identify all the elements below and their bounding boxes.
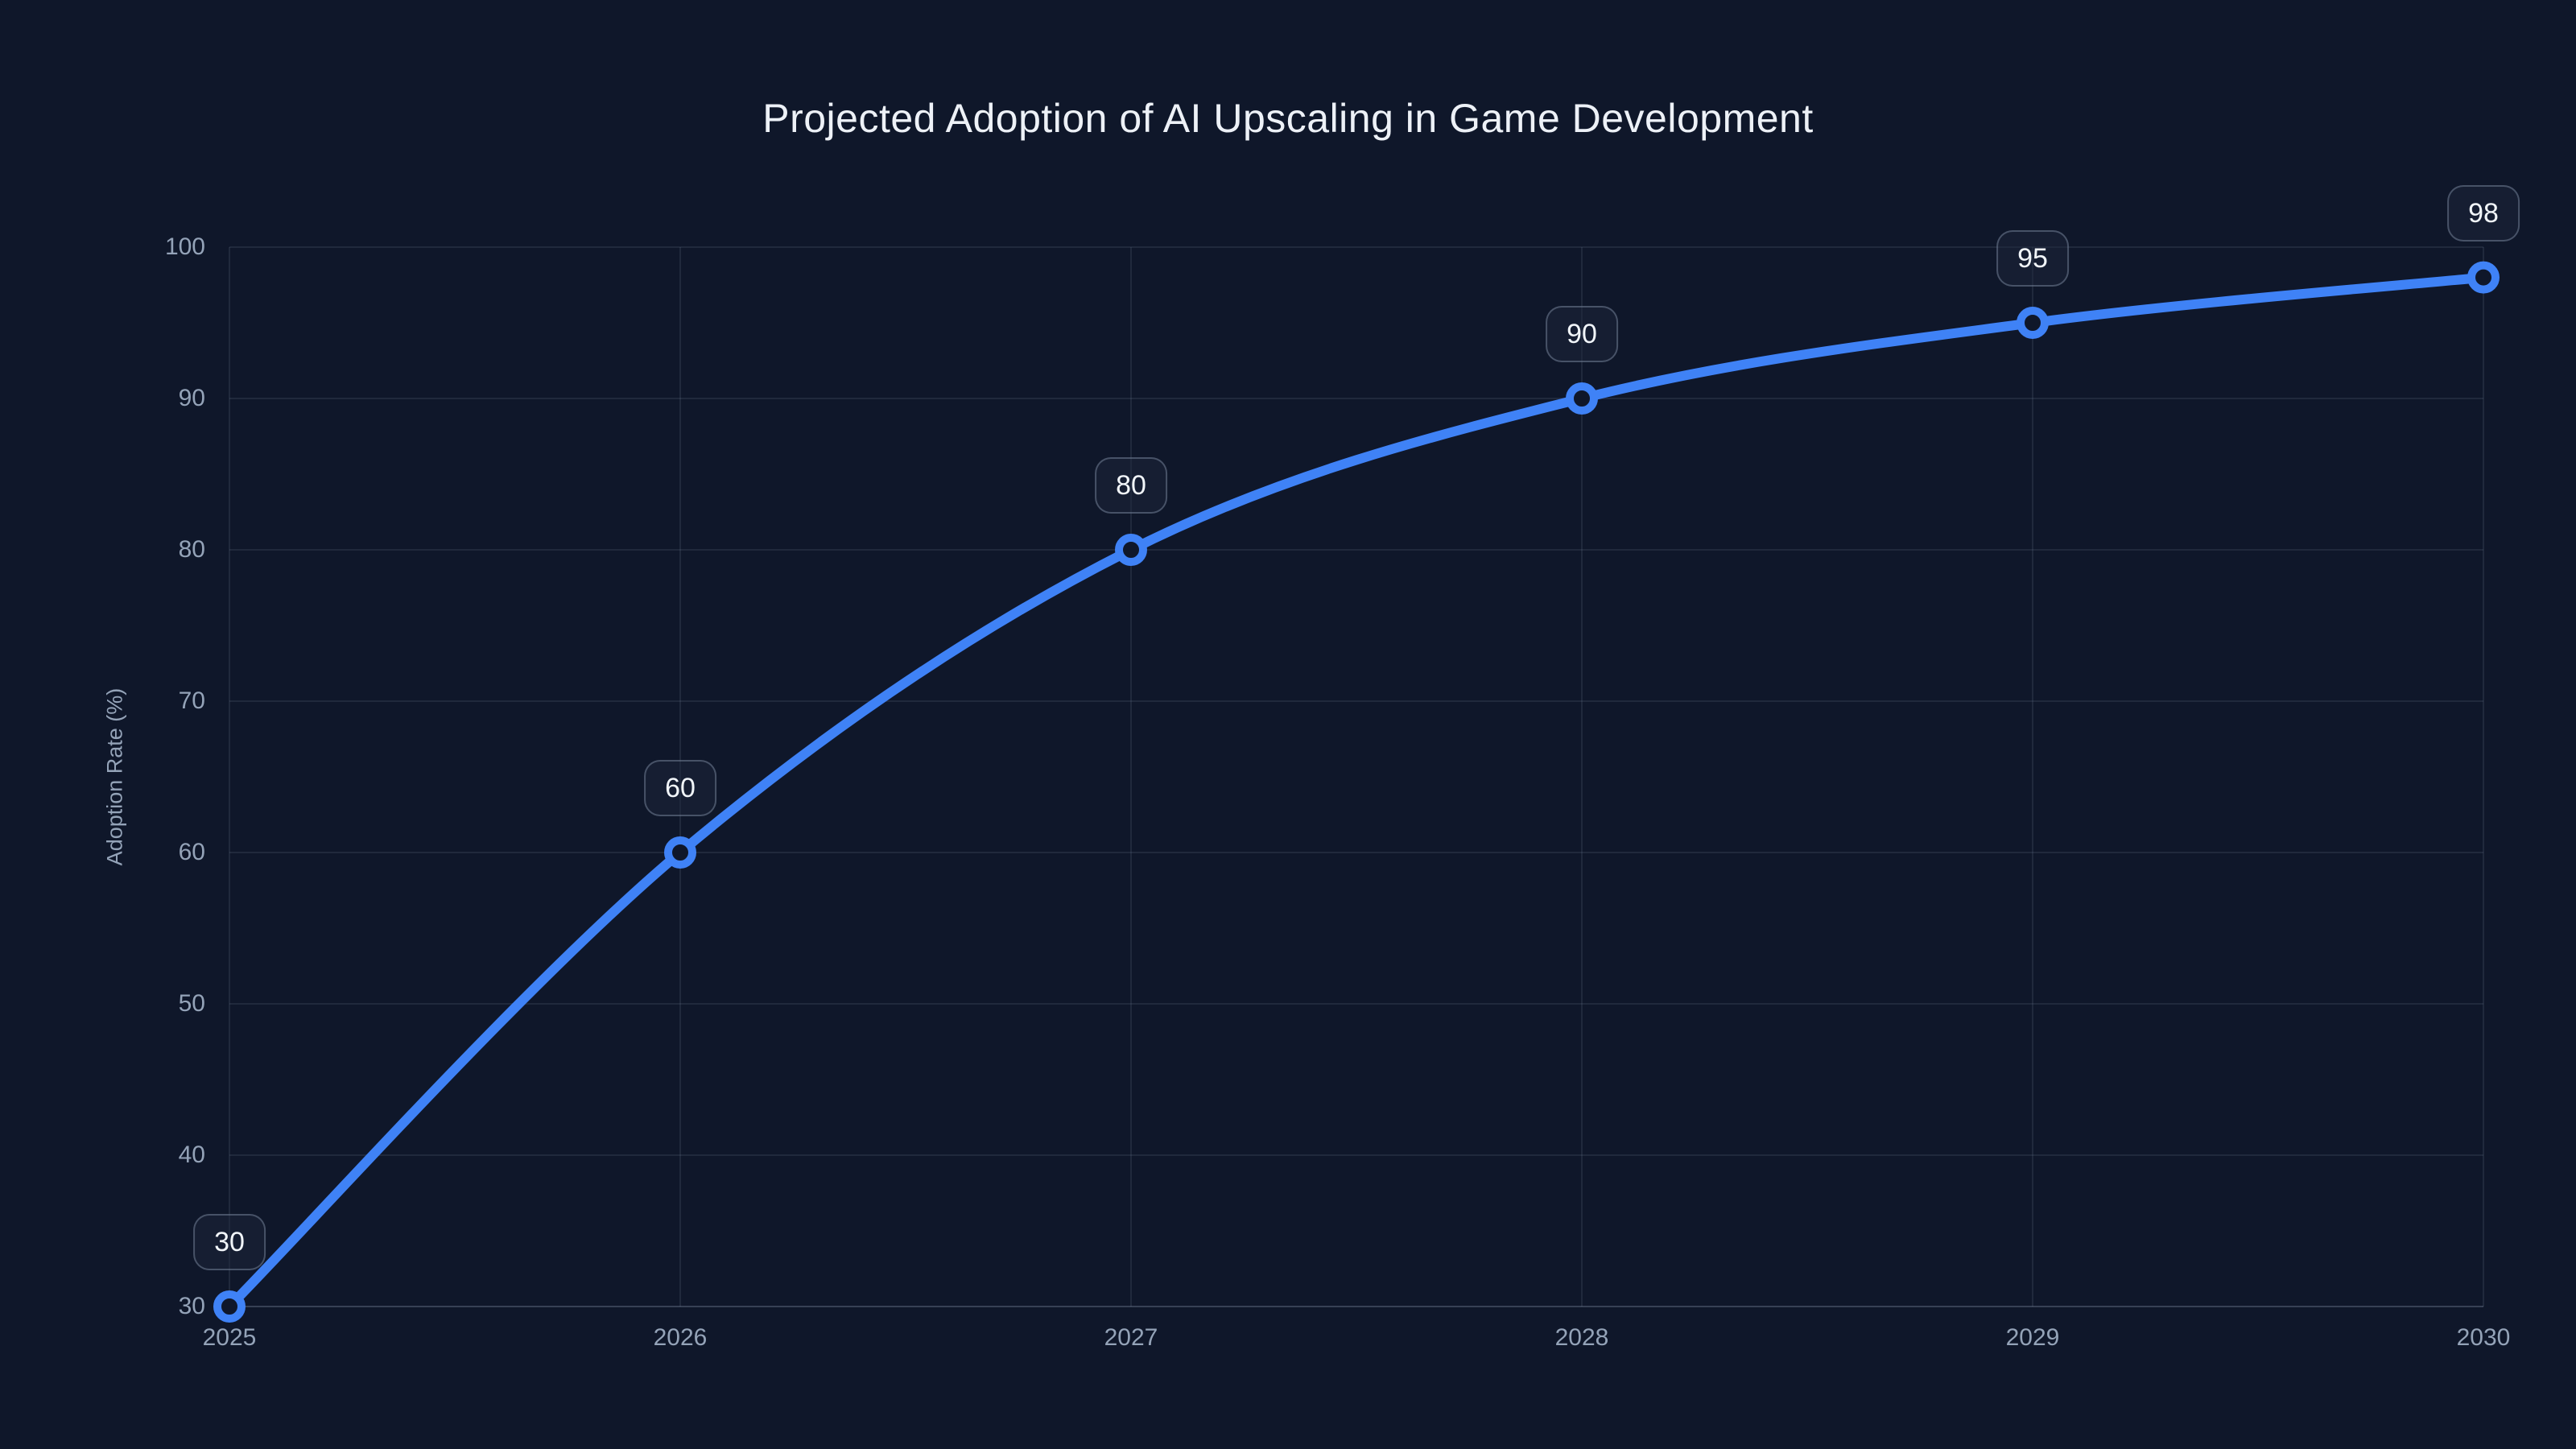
- y-tick-label: 30: [178, 1293, 205, 1319]
- data-point-marker: [2017, 307, 2049, 339]
- y-tick-label: 60: [178, 839, 205, 865]
- x-tick-label: 2027: [1104, 1324, 1158, 1351]
- y-tick-label: 40: [178, 1141, 205, 1168]
- data-point-label-badge: 98: [2447, 184, 2520, 242]
- data-point-label-badge: 90: [1546, 306, 1618, 362]
- chart-title: Projected Adoption of AI Upscaling in Ga…: [762, 96, 1814, 141]
- series-line: [225, 272, 2488, 1311]
- y-tick-label: 80: [178, 536, 205, 563]
- data-point-label-badge: 80: [1095, 457, 1167, 514]
- y-tick-label: 50: [178, 990, 205, 1017]
- x-tick-label: 2029: [2005, 1324, 2060, 1351]
- data-point-label-badge: 95: [1996, 230, 2069, 287]
- y-tick-label: 90: [178, 385, 205, 411]
- data-point-marker: [1566, 382, 1598, 415]
- x-tick-label: 2030: [2456, 1324, 2511, 1351]
- x-tick-label: 2025: [202, 1324, 257, 1351]
- data-point-label-badge: 30: [193, 1214, 266, 1270]
- data-point-marker: [2467, 261, 2500, 294]
- x-tick-label: 2026: [653, 1324, 708, 1351]
- x-tick-label: 2028: [1554, 1324, 1609, 1351]
- data-point-marker: [213, 1290, 246, 1323]
- y-tick-label: 100: [164, 233, 205, 260]
- data-point-marker: [664, 836, 696, 869]
- data-point-marker: [1115, 534, 1147, 566]
- y-tick-label: 70: [178, 687, 205, 714]
- data-point-label-badge: 60: [644, 760, 716, 816]
